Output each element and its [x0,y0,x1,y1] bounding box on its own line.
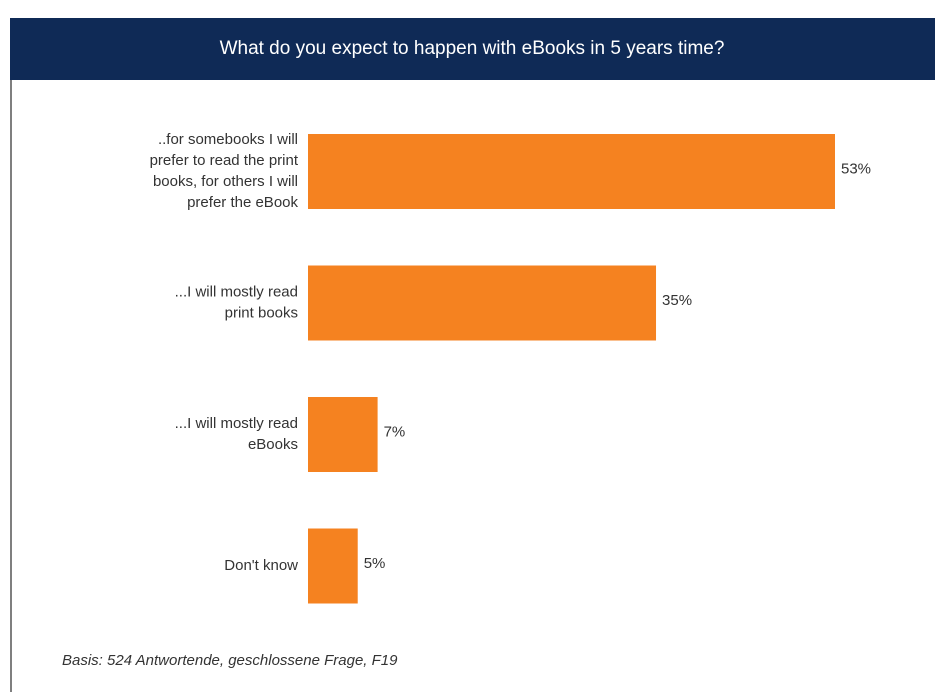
category-label: ..for somebooks I will prefer to read the… [150,131,299,211]
bar [308,134,835,209]
value-label: 7% [384,423,406,440]
value-label: 35% [662,292,692,309]
value-label: 5% [364,555,386,572]
bar [308,528,358,604]
footnote: Basis: 524 Antwortende, geschlossene Fra… [62,652,398,669]
bar [308,397,378,472]
category-label: ...I will mostly read eBooks [175,415,298,453]
category-label: ...I will mostly read print books [175,283,298,321]
value-label: 53% [841,160,871,177]
header-band [10,18,935,80]
chart-title: What do you expect to happen with eBooks… [220,38,725,59]
bar [308,265,657,341]
category-label: Don't know [224,557,298,574]
